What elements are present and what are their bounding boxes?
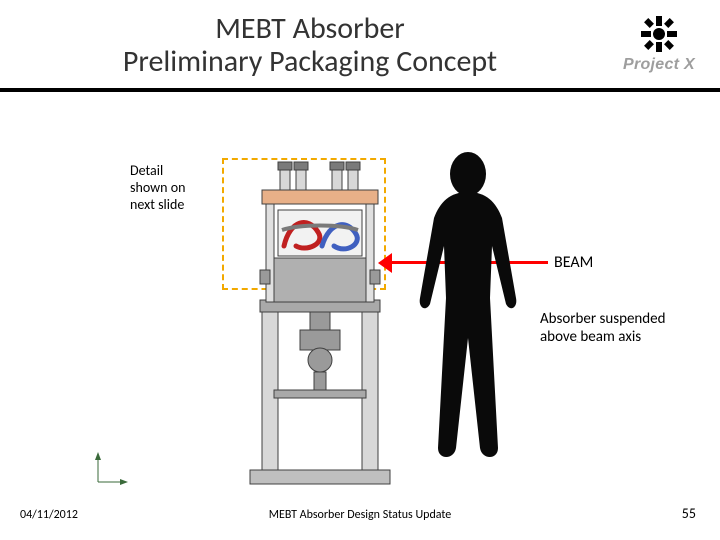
slide-title: MEBT AbsorberPreliminary Packaging Conce…	[60, 12, 560, 78]
footer-center-title: MEBT Absorber Design Status Update	[0, 508, 720, 522]
footer-page-number: 55	[682, 505, 696, 522]
coordinate-axes-icon	[90, 450, 130, 490]
absorber-assembly-diagram	[230, 150, 410, 490]
title-underline	[0, 88, 720, 92]
beam-label: BEAM	[554, 253, 593, 272]
human-silhouette-icon	[398, 148, 538, 468]
brand-logo: Project X	[612, 14, 706, 74]
logo-mark-icon	[612, 14, 706, 54]
logo-text: Project X	[612, 56, 706, 74]
suspended-label: Absorber suspendedabove beam axis	[540, 310, 666, 346]
detail-callout-label: Detailshown onnext slide	[130, 163, 185, 213]
